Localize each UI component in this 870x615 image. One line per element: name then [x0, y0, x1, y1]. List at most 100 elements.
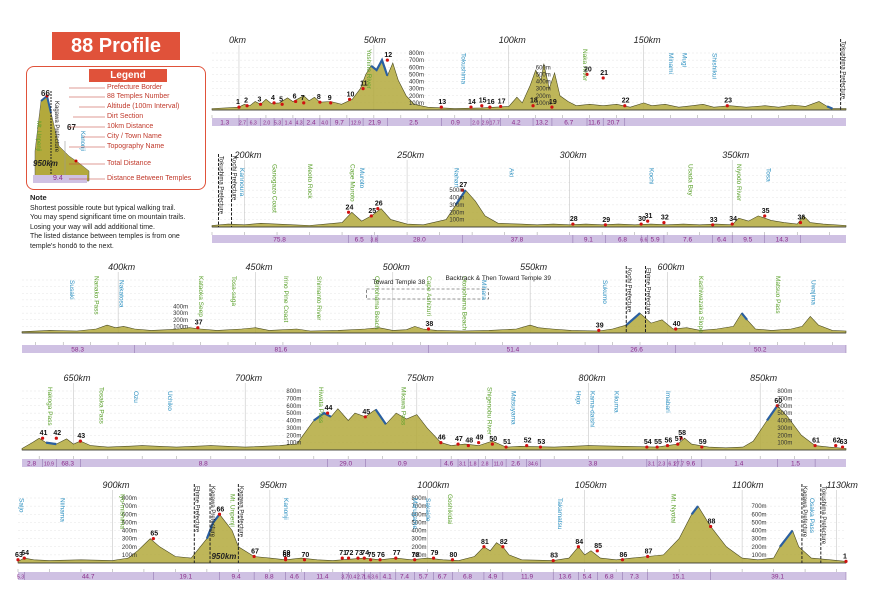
km-tick-label: 150km — [634, 35, 662, 45]
km-tick-label: 400km — [108, 262, 136, 272]
city-label: Kanonji — [282, 498, 289, 520]
temple-number: 76 — [377, 552, 385, 559]
city-label: Ozu — [132, 391, 139, 403]
altitude-label: 200m — [412, 545, 427, 551]
temple-number: 7 — [301, 95, 305, 102]
temple-number: 25 — [368, 208, 376, 215]
temple-number: 3 — [258, 96, 262, 103]
distance-value: 0.9 — [451, 120, 460, 127]
topography-label: Tosaka Pass — [97, 387, 104, 425]
temple-marker — [603, 223, 608, 227]
legend-sample-bar — [33, 175, 87, 183]
temple-marker — [646, 554, 650, 559]
temple-number: 8 — [317, 94, 321, 101]
temple-number: 12 — [384, 52, 392, 59]
altitude-label: 700m — [122, 504, 137, 510]
legend-item-4: 10km Distance — [107, 123, 154, 130]
city-label: Nahari — [452, 168, 459, 187]
altitude-label: 300m — [536, 87, 551, 93]
temple-number: 50 — [489, 436, 497, 443]
altitude-label: 400m — [777, 419, 792, 425]
city-label: Kannoura — [238, 168, 245, 197]
temple-marker — [469, 105, 473, 109]
topography-label: Naka River — [581, 49, 588, 82]
topography-label: Niyodo River — [735, 164, 742, 202]
city-label: Imabari — [664, 391, 671, 413]
temple-marker — [646, 219, 650, 223]
temple-number: 77 — [393, 550, 401, 557]
distance-value: 9.6 — [686, 461, 695, 468]
dirt-section — [313, 411, 332, 422]
altitude-label: 400m — [409, 80, 424, 86]
note-line: temple's hondō to the next. — [30, 242, 114, 250]
temple-marker — [456, 442, 460, 446]
temple-marker — [676, 442, 680, 446]
temple-marker — [450, 558, 455, 562]
topography-label: Ganogazo Coast — [270, 164, 277, 213]
city-label: Uchiko — [166, 391, 173, 411]
altitude-label: 300m — [777, 426, 792, 432]
temple-number: 9 — [328, 95, 332, 102]
note: Note Shortest possible route but typical… — [30, 193, 210, 252]
legend-sample-prefecture: Kagawa Prefecture — [53, 101, 59, 153]
distance-bar — [212, 118, 846, 126]
temple-number: 64 — [21, 550, 29, 557]
dirt-section — [826, 105, 833, 110]
temple-number: 44 — [325, 405, 333, 412]
altitude-label: 800m — [777, 389, 792, 395]
temple-number: 10 — [347, 91, 355, 98]
elevation-profile-area — [17, 505, 847, 564]
prefecture-label: Kagawa Prefecture — [209, 486, 215, 538]
distance-value: 11.6 — [588, 120, 601, 127]
temple-marker — [490, 442, 494, 446]
distance-value: 5.9 — [651, 237, 660, 244]
temple-marker — [725, 104, 729, 108]
distance-value: 7.3 — [630, 574, 639, 581]
profile-row-4 — [21, 383, 847, 467]
temple-marker — [439, 105, 443, 109]
temple-marker — [302, 558, 307, 562]
city-label: Osaka Pass — [808, 498, 815, 534]
city-label: Mugi — [681, 53, 688, 67]
temple-marker — [346, 210, 351, 214]
distance-value: 4.0 — [321, 121, 328, 127]
temple-marker — [439, 441, 443, 445]
route-annotation: Backtrack & Then Toward Temple 39 — [445, 275, 551, 282]
distance-value: 26.6 — [630, 347, 643, 354]
distance-value: 9.7 — [335, 120, 344, 127]
altitude-label: 200m — [173, 318, 188, 324]
temple-number: 67 — [251, 549, 259, 556]
altitude-label: 200m — [449, 210, 464, 216]
distance-value: 37.8 — [511, 237, 524, 244]
temple-marker — [54, 436, 58, 440]
distance-value: 3.1 — [459, 462, 466, 468]
distance-value: 2.6 — [511, 461, 520, 468]
temple-number: 49 — [476, 435, 484, 442]
km-tick-label: 600km — [657, 262, 685, 272]
city-label: Takamatsu — [556, 498, 563, 530]
distance-value: 5.3 — [274, 121, 281, 127]
altitude-label: 100m — [412, 553, 427, 559]
temple-number: 20 — [584, 66, 592, 73]
altitude-label: 100m — [777, 441, 792, 447]
legend-item-2: Altitude (100m Interval) — [107, 103, 180, 110]
temple-marker — [711, 223, 715, 227]
km-tick-label: 500km — [383, 262, 411, 272]
temple-number: 28 — [570, 216, 578, 223]
prefecture-label: Kochi Prefecture — [625, 268, 631, 313]
legend-sample-topo: Mt. Unpenji — [35, 121, 41, 152]
topography-label: Nanako Pass — [93, 276, 100, 315]
altitude-label: 600m — [286, 404, 301, 410]
temple-marker — [763, 214, 767, 218]
temple-marker — [551, 558, 555, 563]
distance-value: 3.8 — [588, 461, 597, 468]
temple-marker — [237, 105, 241, 109]
city-label: Matsuyama — [509, 391, 516, 425]
temple-number: 39 — [596, 322, 604, 329]
temple-number: 17 — [498, 98, 506, 105]
temple-number: 85 — [594, 543, 602, 550]
temple-marker — [460, 188, 464, 192]
legend-sample-temple2: 67 — [67, 123, 76, 132]
temple-number: 36 — [797, 215, 805, 222]
altitude-label: 300m — [286, 426, 301, 432]
